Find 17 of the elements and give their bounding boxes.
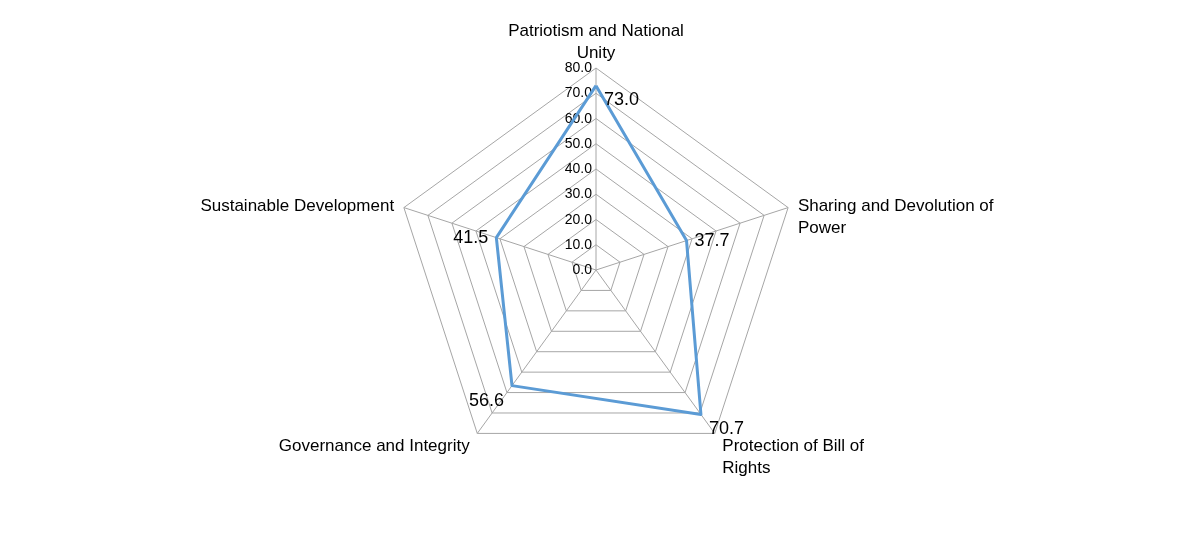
data-label: 70.7 — [708, 418, 744, 439]
y-tick-label: 20.0 — [564, 210, 593, 227]
data-label: 41.5 — [453, 226, 489, 247]
y-tick-label: 80.0 — [564, 59, 593, 75]
data-label: 73.0 — [604, 88, 640, 109]
spoke-label: Sustainable Development — [200, 195, 395, 215]
y-tick-label: 10.0 — [564, 235, 593, 252]
y-tick-label: 30.0 — [564, 185, 593, 202]
spoke-label: Protection of Bill of Rights — [722, 436, 865, 478]
y-tick-label: 0.0 — [572, 261, 593, 277]
y-tick-label: 40.0 — [564, 160, 593, 176]
y-tick-label: 50.0 — [564, 134, 593, 151]
spoke-label: Sharing and Devolution of Power — [797, 195, 994, 237]
spoke-label: Patriotism and National Unity — [508, 20, 684, 62]
data-label: 56.6 — [468, 389, 504, 410]
data-label: 37.7 — [694, 229, 730, 250]
spoke-label: Governance and Integrity — [278, 436, 471, 456]
